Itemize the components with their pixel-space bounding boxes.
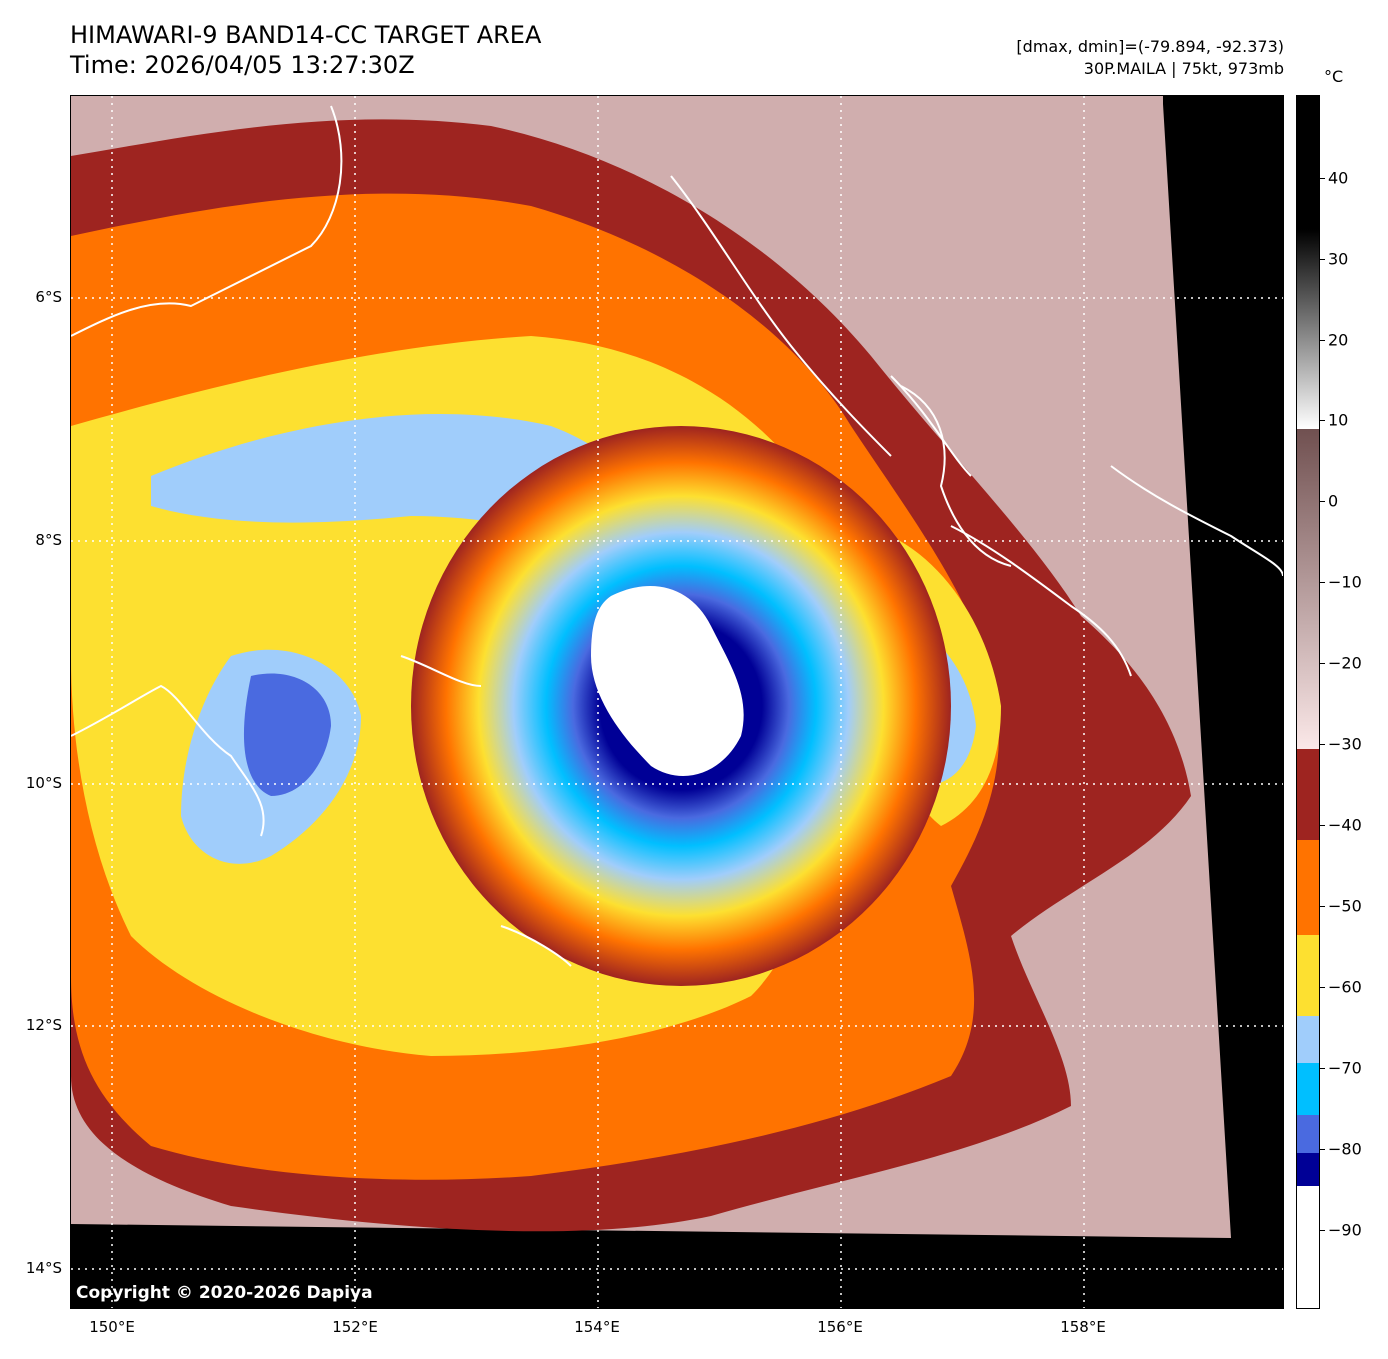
- colorbar-tick-mark: [1320, 259, 1325, 260]
- map-time: Time: 2026/04/05 13:27:30Z: [70, 51, 415, 79]
- colorbar-tick: −80: [1328, 1139, 1362, 1159]
- satellite-image: Copyright © 2020-2026 Dapiya: [70, 95, 1284, 1309]
- colorbar-tick-mark: [1320, 1230, 1325, 1231]
- colorbar-tick-mark: [1320, 582, 1325, 583]
- colorbar: [1296, 95, 1320, 1309]
- colorbar-tick: −20: [1328, 653, 1362, 673]
- copyright-label: Copyright © 2020-2026 Dapiya: [76, 1283, 373, 1303]
- colorbar-dark-red: [1297, 749, 1319, 840]
- lon-label: 152°E: [332, 1318, 378, 1336]
- colorbar-tick-mark: [1320, 906, 1325, 907]
- colorbar-tick-mark: [1320, 1068, 1325, 1069]
- colorbar-navy: [1297, 1153, 1319, 1186]
- cloud-lightblue-band: [151, 414, 691, 576]
- lon-label: 158°E: [1060, 1318, 1106, 1336]
- colorbar-cyan: [1297, 1063, 1319, 1115]
- colorbar-tick: −90: [1328, 1220, 1362, 1240]
- colorbar-cold-white: [1297, 1186, 1319, 1308]
- lon-label: 156°E: [817, 1318, 863, 1336]
- coastline: [890, 375, 972, 477]
- lat-label: 14°S: [25, 1259, 62, 1277]
- colorbar-yellow: [1297, 935, 1319, 1016]
- colorbar-tick: 40: [1328, 168, 1349, 188]
- colorbar-tick: −10: [1328, 572, 1362, 592]
- colorbar-light-blue: [1297, 1016, 1319, 1063]
- colorbar-tick-mark: [1320, 825, 1325, 826]
- coastline: [950, 525, 1132, 677]
- lon-label: 154°E: [574, 1318, 620, 1336]
- colorbar-tick-mark: [1320, 420, 1325, 421]
- colorbar-tick-mark: [1320, 178, 1325, 179]
- coastline: [900, 385, 1012, 567]
- coastline: [400, 655, 482, 687]
- storm-info: 30P.MAILA | 75kt, 973mb: [1083, 59, 1284, 78]
- coastline: [71, 105, 343, 337]
- colorbar-tick-mark: [1320, 744, 1325, 745]
- colorbar-tick: −60: [1328, 977, 1362, 997]
- colorbar-tick-mark: [1320, 1149, 1325, 1150]
- range-info: [dmax, dmin]=(-79.894, -92.373): [1016, 37, 1284, 56]
- colorbar-warm: [1297, 96, 1319, 429]
- colorbar-tick-mark: [1320, 340, 1325, 341]
- colorbar-brown: [1297, 429, 1319, 749]
- graticule: [71, 96, 1283, 1308]
- colorbar-tick: −40: [1328, 815, 1362, 835]
- lon-label: 150°E: [89, 1318, 135, 1336]
- map-title: HIMAWARI-9 BAND14-CC TARGET AREA: [70, 21, 542, 49]
- colorbar-royal-blue: [1297, 1115, 1319, 1153]
- colorbar-orange: [1297, 840, 1319, 935]
- colorbar-tick: 10: [1328, 410, 1349, 430]
- coastline: [670, 175, 892, 457]
- lat-label: 10°S: [25, 774, 62, 792]
- cold-cloud-tops: [591, 586, 744, 776]
- colorbar-tick-mark: [1320, 663, 1325, 664]
- coastline: [500, 925, 572, 967]
- colorbar-tick-mark: [1320, 987, 1325, 988]
- coastline: [1110, 465, 1283, 577]
- colorbar-tick: 20: [1328, 330, 1349, 350]
- no-data-region: [1163, 96, 1283, 1308]
- colorbar-tick: −70: [1328, 1058, 1362, 1078]
- lat-label: 8°S: [35, 531, 62, 549]
- lat-label: 6°S: [35, 288, 62, 306]
- colorbar-unit: °C: [1324, 67, 1344, 86]
- lat-label: 12°S: [25, 1016, 62, 1034]
- colorbar-tick: −30: [1328, 734, 1362, 754]
- colorbar-tick: −50: [1328, 896, 1362, 916]
- colorbar-tick-mark: [1320, 501, 1325, 502]
- colorbar-tick: 30: [1328, 249, 1349, 269]
- coastline: [71, 684, 265, 837]
- cloud-blue-west: [243, 673, 331, 796]
- colorbar-tick: 0: [1328, 491, 1339, 511]
